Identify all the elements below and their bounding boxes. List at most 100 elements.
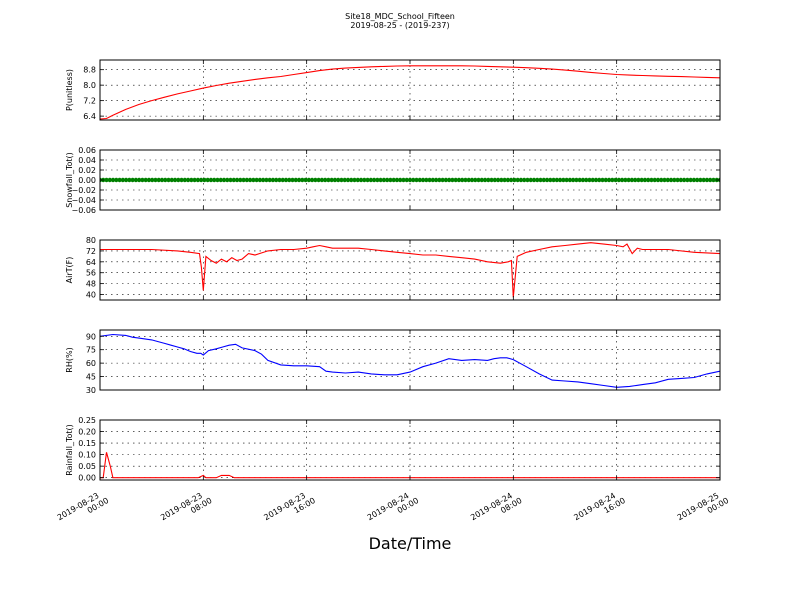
data-point: [127, 177, 132, 183]
data-point: [411, 177, 416, 183]
panel-3: 40 48 56 64 72 80 AirT(F): [65, 236, 721, 301]
data-point: [443, 177, 449, 183]
data-point: [300, 177, 305, 183]
data-point: [110, 177, 116, 183]
data-point: [228, 177, 233, 183]
data-point: [417, 177, 422, 183]
data-point: [120, 177, 126, 183]
data-point: [290, 177, 295, 183]
data-point: [600, 177, 605, 183]
y-axis-label: Rainfall_Tot(): [65, 424, 74, 476]
data-point: [597, 177, 602, 183]
y-tick-label: 48: [86, 280, 96, 289]
data-point: [639, 177, 644, 183]
data-point: [642, 177, 648, 183]
y-tick-label: 75: [86, 346, 96, 355]
series-group: [100, 333, 720, 388]
data-point: [619, 177, 625, 183]
data-point: [329, 177, 334, 183]
data-point: [270, 177, 276, 183]
data-point: [437, 177, 442, 183]
y-tick-label: 0.00: [78, 474, 96, 483]
y-axis-label: Snowfall_Tot(): [65, 152, 74, 208]
data-point: [646, 177, 651, 183]
data-point: [499, 177, 504, 183]
data-point: [283, 177, 289, 183]
data-point: [551, 177, 556, 183]
panel-5: 0.00 0.05 0.10 0.15 0.20 0.25 Rainfall_Tot(): [65, 416, 721, 483]
data-point: [492, 177, 498, 183]
data-point: [629, 177, 635, 183]
data-point: [574, 177, 579, 183]
data-point: [123, 177, 129, 183]
data-point: [685, 177, 690, 183]
data-point: [159, 177, 165, 183]
data-point: [332, 177, 338, 183]
data-point: [238, 177, 243, 183]
data-point: [691, 177, 697, 183]
data-point: [495, 177, 501, 183]
data-point: [450, 177, 455, 183]
y-tick-label: 0.20: [78, 428, 96, 437]
data-point: [277, 177, 282, 183]
data-point: [577, 177, 582, 183]
data-point: [632, 177, 638, 183]
data-point: [208, 177, 214, 183]
data-point: [293, 177, 298, 183]
data-point: [195, 177, 201, 183]
data-point: [570, 177, 576, 183]
data-point: [694, 177, 700, 183]
data-point: [463, 177, 468, 183]
y-tick-label: −0.02: [71, 186, 96, 195]
data-point: [401, 177, 406, 183]
data-point: [365, 177, 370, 183]
data-point: [280, 177, 285, 183]
data-point: [616, 177, 622, 183]
data-point: [567, 177, 573, 183]
data-point: [659, 177, 664, 183]
data-point: [708, 177, 713, 183]
data-point: [518, 177, 524, 183]
series-line: [100, 242, 720, 298]
data-point: [130, 177, 135, 183]
data-point: [482, 177, 488, 183]
data-point: [407, 177, 413, 183]
data-point: [274, 177, 279, 183]
data-point: [215, 177, 220, 183]
data-point: [420, 177, 426, 183]
y-tick-label: −0.06: [71, 206, 96, 215]
y-tick-label: 8.8: [83, 66, 96, 75]
data-point: [456, 177, 462, 183]
data-point: [473, 177, 478, 183]
data-point: [460, 177, 465, 183]
y-tick-label: 8.0: [83, 81, 96, 90]
data-point: [584, 177, 589, 183]
y-tick-label: 0.00: [78, 176, 96, 185]
data-point: [424, 177, 429, 183]
data-point: [247, 177, 253, 183]
data-point: [136, 177, 142, 183]
data-point: [557, 177, 563, 183]
data-point: [623, 177, 628, 183]
data-point: [525, 177, 530, 183]
data-point: [535, 177, 540, 183]
series-line: [100, 452, 720, 479]
data-point: [502, 177, 507, 183]
data-point: [342, 177, 347, 183]
data-point: [580, 177, 586, 183]
data-point: [313, 177, 318, 183]
y-tick-label: 0.04: [78, 156, 96, 165]
data-point: [221, 177, 227, 183]
data-point: [225, 177, 230, 183]
data-point: [205, 177, 210, 183]
data-point: [649, 177, 654, 183]
data-point: [264, 177, 269, 183]
data-point: [404, 177, 409, 183]
data-point: [430, 177, 436, 183]
data-point: [610, 177, 615, 183]
data-point: [166, 177, 171, 183]
data-point: [114, 177, 119, 183]
